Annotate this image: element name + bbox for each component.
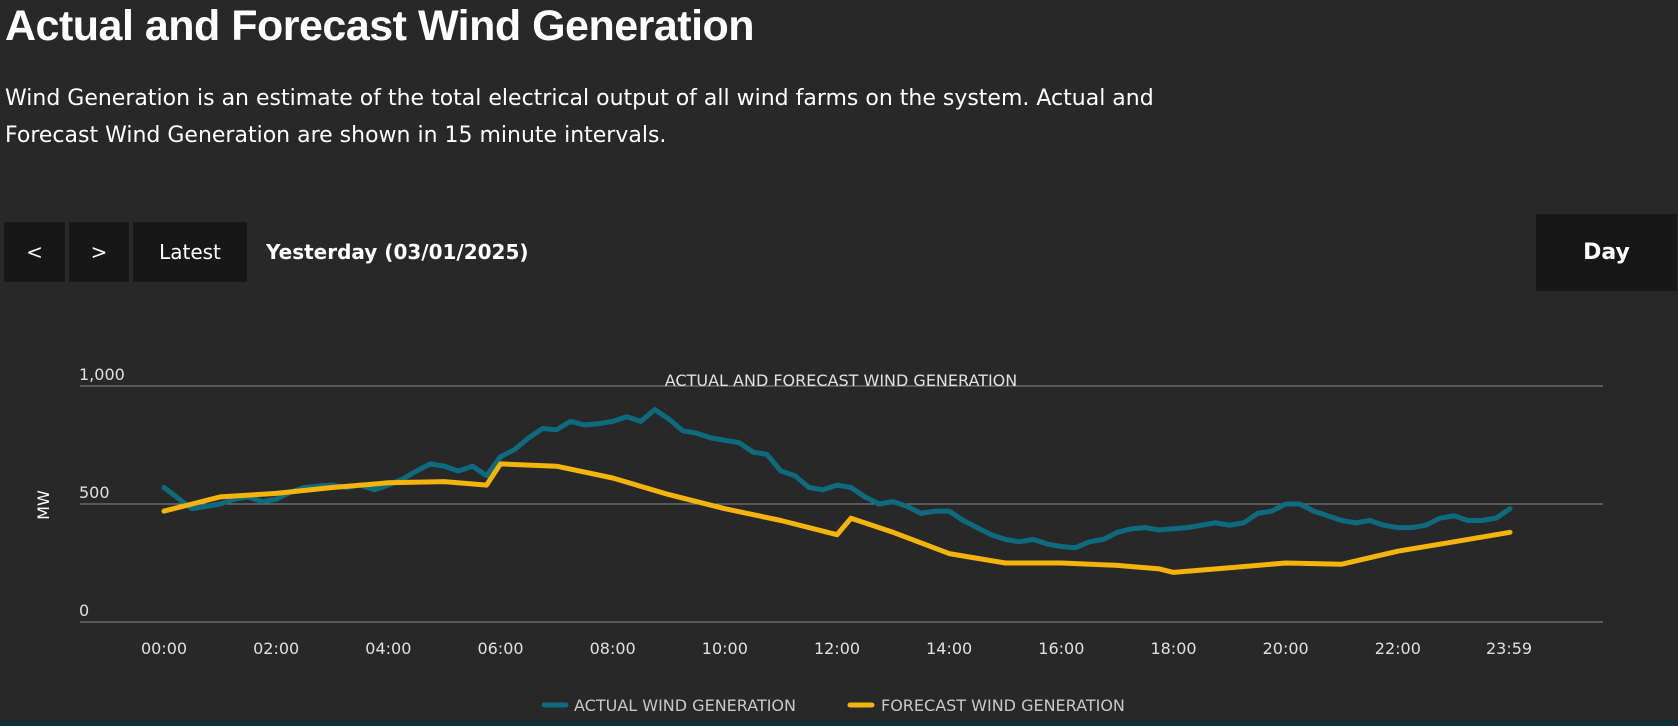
x-tick-label: 04:00 [365,639,411,658]
x-tick-label: 00:00 [141,639,187,658]
forecast-series-line [161,461,1513,575]
legend-label: FORECAST WIND GENERATION [881,696,1125,715]
chart-legend: ACTUAL WIND GENERATION FORECAST WIND GENE… [541,696,1125,715]
next-day-button[interactable]: > [69,222,129,282]
previous-day-button[interactable]: < [4,222,65,282]
x-tick-label: 23:59 [1486,639,1532,658]
x-tick-label: 10:00 [702,639,748,658]
y-tick-label: 1,000 [79,365,125,384]
x-tick-label: 20:00 [1263,639,1309,658]
x-tick-label: 06:00 [477,639,523,658]
series-lines [161,407,1513,575]
actual-series-line [161,407,1513,551]
bottom-divider [0,721,1678,726]
page-description: Wind Generation is an estimate of the to… [5,86,1154,148]
x-tick-label: 16:00 [1038,639,1084,658]
selected-date-label: Yesterday (03/01/2025) [266,240,529,264]
page-title: Actual and Forecast Wind Generation [5,2,755,50]
x-tick-label: 08:00 [590,639,636,658]
x-tick-label: 22:00 [1375,639,1421,658]
y-tick-label: 500 [79,483,110,502]
y-axis-label: MW [34,490,53,520]
y-tick-label: 0 [79,601,89,620]
legend-label: ACTUAL WIND GENERATION [574,696,796,715]
x-tick-label: 12:00 [814,639,860,658]
x-tick-label: 18:00 [1150,639,1196,658]
latest-button[interactable]: Latest [133,222,247,282]
x-tick-label: 14:00 [926,639,972,658]
grid-lines [80,385,1603,623]
period-day-button[interactable]: Day [1536,214,1677,291]
chart-title: ACTUAL AND FORECAST WIND GENERATION [665,371,1017,390]
x-axis-ticks: 00:00 02:00 04:00 06:00 08:00 10:00 12:00 14:00… [141,639,1532,658]
x-tick-label: 02:00 [253,639,299,658]
y-axis-ticks: 0 500 1,000 [79,365,125,620]
